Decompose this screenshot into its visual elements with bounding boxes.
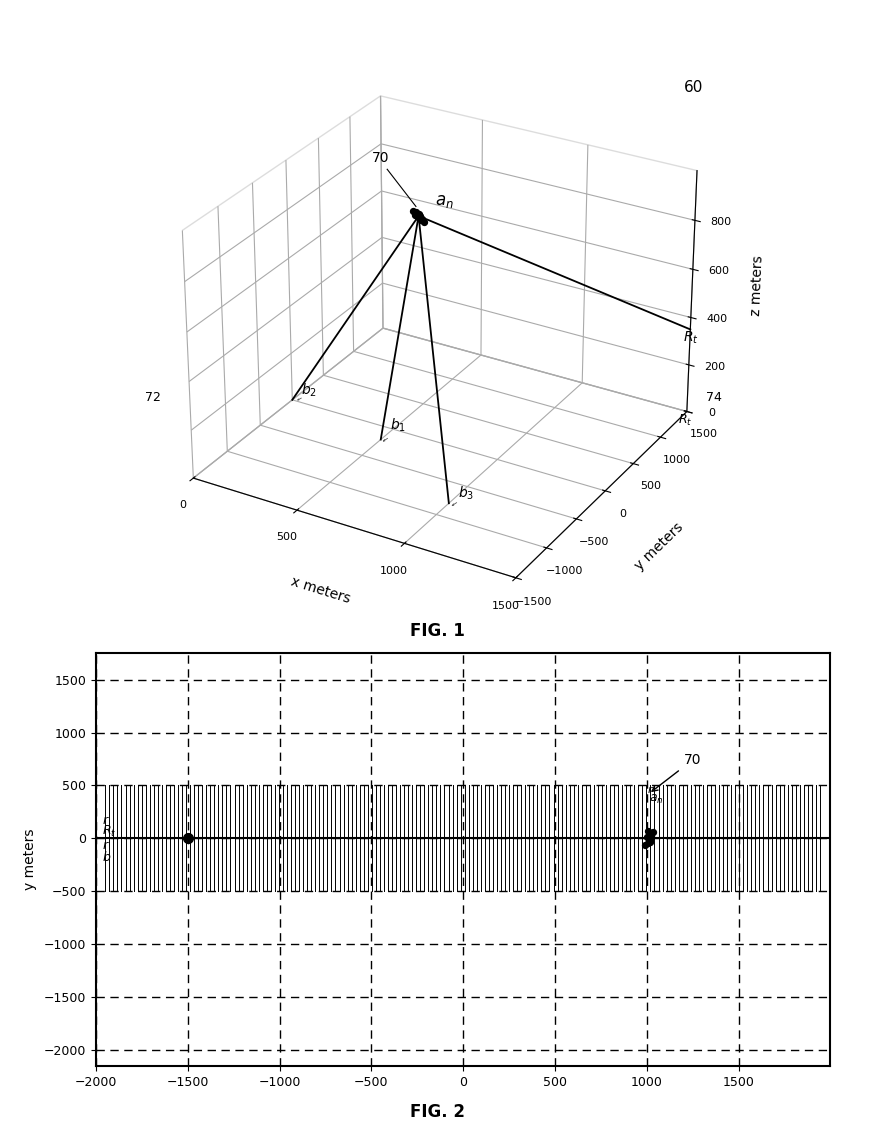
Text: FIG. 2: FIG. 2 [410,1104,464,1121]
Text: $R_t$: $R_t$ [101,824,116,839]
Y-axis label: y meters: y meters [23,829,37,890]
Text: $a_n$: $a_n$ [649,793,663,807]
Point [643,832,657,850]
Text: $r$: $r$ [647,784,654,795]
Text: $r$: $r$ [101,814,109,826]
Point [638,835,652,854]
Text: 72: 72 [145,391,161,405]
Y-axis label: y meters: y meters [633,520,686,573]
Point [644,827,658,846]
Point [643,831,657,849]
Point [642,830,656,848]
Point [641,833,655,851]
Text: $R_t$: $R_t$ [677,413,692,429]
Point [642,826,656,845]
Point [642,824,656,842]
Text: 74: 74 [706,391,722,405]
Text: $b$: $b$ [101,849,111,864]
Text: FIG. 1: FIG. 1 [410,622,464,639]
Text: 70: 70 [652,753,701,791]
Text: 60: 60 [683,80,703,95]
Point [644,825,658,843]
Point [642,822,656,840]
Point [640,829,654,847]
Text: $r$: $r$ [101,839,109,851]
Point [646,823,660,841]
X-axis label: x meters: x meters [288,575,351,606]
